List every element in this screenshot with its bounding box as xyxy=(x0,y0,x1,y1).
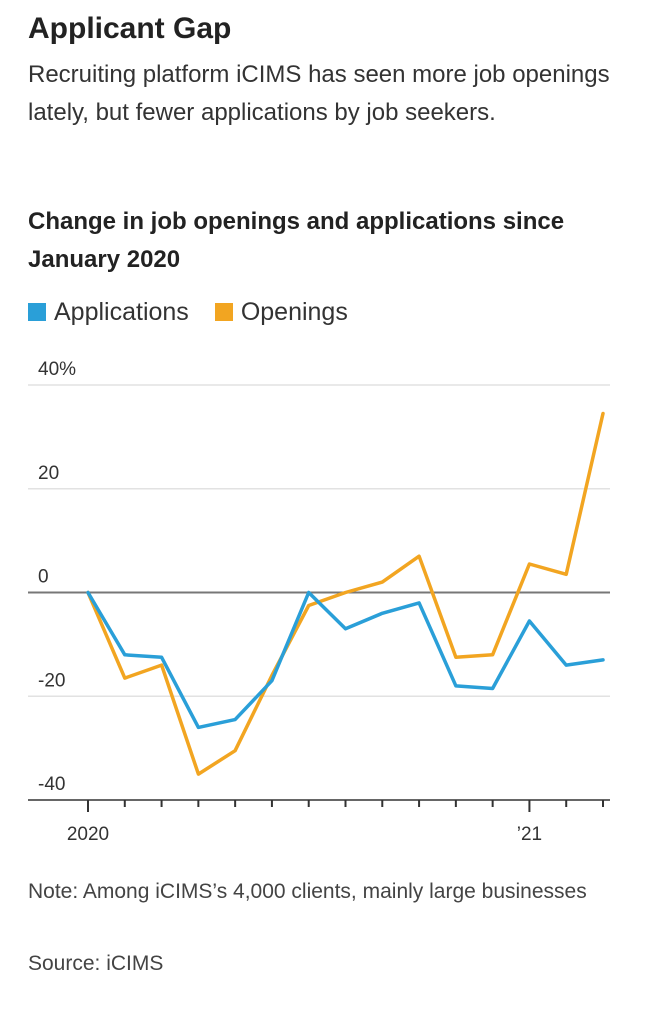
chart-note: Note: Among iCIMS’s 4,000 clients, mainl… xyxy=(28,880,587,903)
legend-swatch-openings xyxy=(214,303,233,321)
x-tick-label: 2020 xyxy=(67,824,109,845)
chart-legend: Applications Openings xyxy=(28,296,374,328)
series-line-openings xyxy=(86,411,605,776)
legend-item-applications: Applications xyxy=(28,298,189,327)
line-chart: 40% 20 0 -20 -40 2020 ’21 xyxy=(28,359,610,845)
legend-swatch-applications xyxy=(28,303,46,321)
chart-title: Change in job openings and applications … xyxy=(28,208,565,273)
legend-item-openings: Openings xyxy=(214,297,348,327)
legend-label-applications: Applications xyxy=(54,297,189,326)
y-tick-label: 0 xyxy=(38,567,49,588)
chart-source: Source: iCIMS xyxy=(28,952,164,975)
chart-subtitle: Recruiting platform iCIMS has seen more … xyxy=(28,61,610,126)
y-tick-label: -40 xyxy=(38,774,65,795)
y-tick-label: 20 xyxy=(38,463,59,484)
chart-headline: Applicant Gap xyxy=(28,12,232,45)
series-line-applications xyxy=(86,590,605,730)
y-tick-label: -20 xyxy=(38,670,65,691)
legend-label-openings: Openings xyxy=(240,297,348,326)
x-tick-label: ’21 xyxy=(517,824,542,845)
y-tick-label: 40% xyxy=(38,359,76,380)
